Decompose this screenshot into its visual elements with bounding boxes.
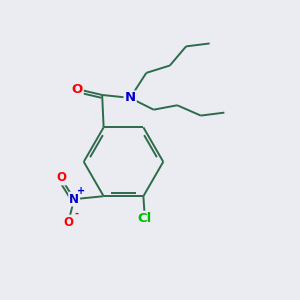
Text: +: + [76, 186, 85, 196]
Text: N: N [69, 193, 79, 206]
Text: N: N [124, 92, 136, 104]
Text: -: - [74, 209, 79, 219]
Text: O: O [71, 82, 83, 96]
Text: O: O [56, 171, 66, 184]
Text: O: O [63, 216, 73, 229]
Text: Cl: Cl [138, 212, 152, 225]
